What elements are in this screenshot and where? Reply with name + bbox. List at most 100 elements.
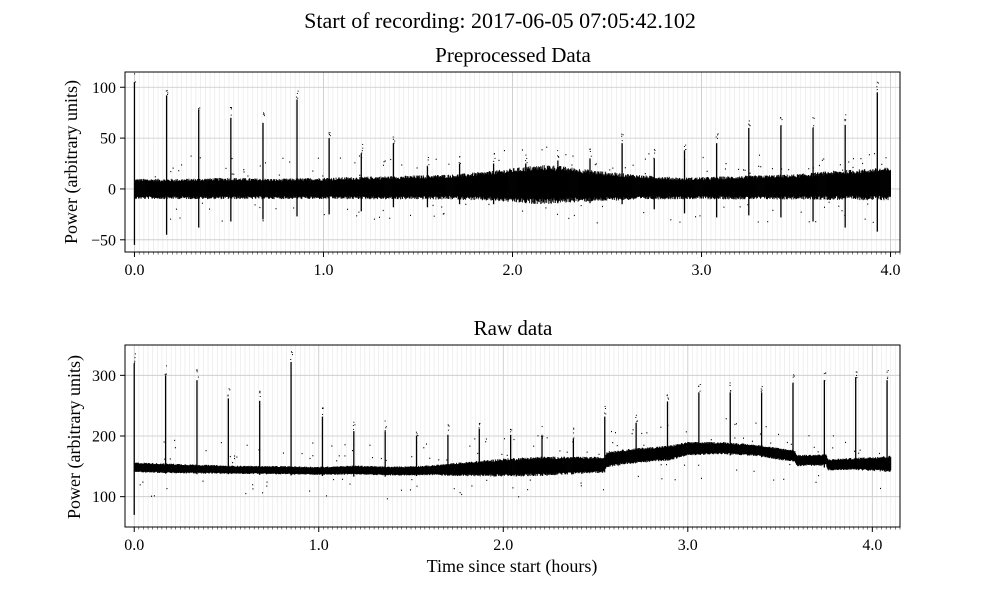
data-point	[771, 168, 773, 170]
data-point	[504, 438, 506, 440]
data-point	[706, 170, 708, 172]
data-point	[165, 90, 167, 92]
data-point	[612, 442, 614, 444]
raw-panel: Raw data 0.0 1.0 2.0 3.0 4.0 300 200 100 Power …	[64, 316, 901, 577]
data-point	[632, 429, 634, 431]
data-point	[765, 426, 767, 428]
data-point	[409, 214, 411, 216]
data-point	[556, 213, 558, 215]
data-point	[392, 138, 394, 140]
data-point	[748, 124, 750, 126]
data-point	[385, 427, 387, 429]
data-point	[322, 407, 324, 409]
data-point	[729, 382, 731, 384]
data-point	[352, 425, 354, 427]
data-point	[322, 407, 324, 409]
data-point	[380, 457, 382, 460]
data-point	[225, 167, 227, 170]
data-point	[788, 169, 790, 171]
data-point	[715, 136, 717, 138]
data-point	[478, 424, 480, 426]
data-point	[416, 485, 418, 487]
raw-ylabel: Power (arbitrary units)	[64, 355, 85, 519]
data-point	[527, 489, 529, 491]
data-point	[558, 156, 560, 158]
data-point	[378, 216, 380, 218]
data-point	[761, 386, 763, 388]
data-point	[621, 133, 623, 135]
data-point	[749, 172, 751, 174]
data-point	[674, 479, 676, 481]
data-point	[134, 353, 136, 355]
data-point	[876, 89, 878, 91]
data-point	[812, 117, 814, 119]
data-point	[845, 114, 847, 116]
data-point	[654, 152, 656, 154]
data-point	[166, 365, 168, 367]
data-point	[526, 162, 528, 164]
data-point	[573, 437, 575, 439]
data-point	[717, 134, 719, 136]
preprocessed-gridlines	[125, 72, 901, 252]
data-point	[695, 216, 697, 218]
data-point	[636, 420, 638, 422]
data-point	[723, 206, 725, 208]
data-point	[151, 495, 153, 497]
data-point	[589, 148, 591, 150]
data-point	[382, 164, 384, 166]
data-point	[263, 115, 265, 117]
data-point	[604, 412, 606, 414]
data-point	[648, 153, 650, 155]
data-point	[353, 421, 355, 423]
data-point	[259, 395, 261, 397]
data-point	[401, 164, 403, 166]
data-point	[221, 220, 223, 222]
data-point	[541, 149, 543, 151]
data-point	[190, 155, 192, 157]
data-point	[352, 449, 354, 452]
data-point	[485, 441, 487, 443]
data-point	[872, 221, 874, 223]
data-point	[589, 150, 591, 152]
data-point	[541, 426, 543, 428]
data-point	[354, 424, 356, 426]
x-tick-label: 2.0	[503, 262, 523, 279]
data-point	[362, 147, 364, 149]
data-point	[139, 484, 141, 486]
data-point	[621, 135, 623, 137]
data-point	[411, 478, 413, 481]
data-point	[506, 454, 508, 456]
data-point	[860, 158, 862, 160]
data-point	[394, 140, 396, 142]
data-point	[479, 423, 481, 425]
data-point	[297, 90, 299, 92]
data-point	[653, 157, 655, 159]
data-point	[525, 154, 527, 156]
data-point	[685, 149, 687, 151]
data-point	[699, 390, 701, 392]
data-point	[684, 464, 686, 466]
data-point	[231, 173, 233, 175]
data-point	[773, 479, 775, 481]
data-point	[429, 457, 431, 459]
data-point	[174, 439, 176, 442]
data-point	[448, 425, 450, 427]
data-point	[447, 424, 449, 426]
data-point	[594, 164, 596, 166]
data-point	[167, 93, 169, 95]
data-point	[580, 205, 582, 207]
data-point	[245, 492, 247, 495]
data-point	[542, 435, 544, 437]
data-point	[595, 163, 597, 165]
x-tick-label: 3.0	[692, 262, 712, 279]
data-point	[609, 169, 611, 171]
data-point	[465, 203, 467, 205]
data-point	[789, 463, 791, 466]
data-point	[205, 450, 207, 452]
data-point	[852, 158, 854, 160]
data-point	[233, 457, 235, 460]
data-point	[339, 157, 341, 159]
data-point	[573, 428, 575, 430]
data-point	[730, 390, 732, 392]
raw-data-points	[133, 351, 892, 515]
